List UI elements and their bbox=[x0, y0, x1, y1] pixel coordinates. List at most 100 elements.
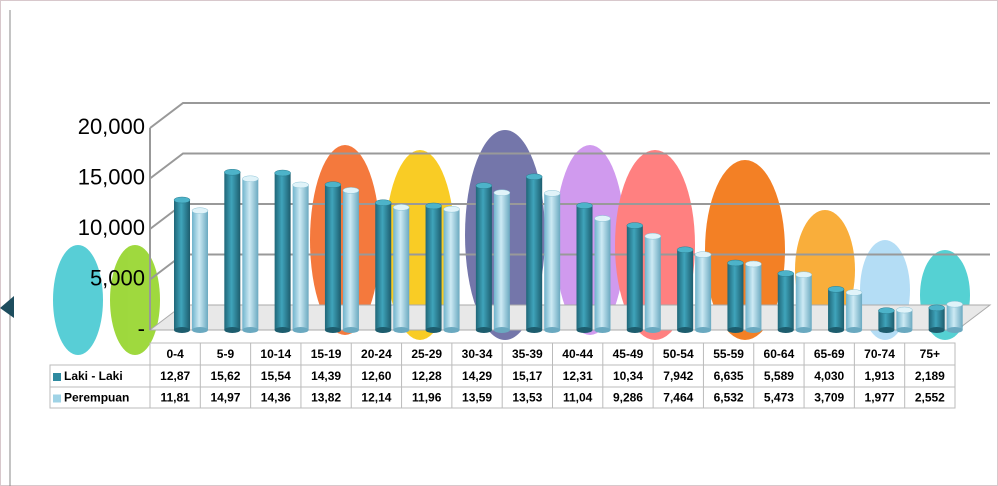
grid-line bbox=[149, 102, 990, 129]
value-label: 9,286 bbox=[613, 391, 643, 405]
category-label: 10-14 bbox=[260, 347, 291, 361]
bar bbox=[292, 184, 309, 330]
bar bbox=[828, 289, 845, 330]
bar bbox=[928, 307, 945, 330]
category-label: 50-54 bbox=[663, 347, 694, 361]
y-tick-label: - bbox=[138, 316, 145, 341]
category-label: 45-49 bbox=[613, 347, 644, 361]
bar-base bbox=[242, 327, 259, 333]
bar bbox=[393, 207, 410, 330]
bar-top bbox=[173, 196, 191, 204]
bar-base bbox=[393, 327, 410, 333]
value-label: 13,82 bbox=[311, 391, 341, 405]
bar bbox=[644, 236, 661, 330]
value-label: 12,87 bbox=[160, 369, 190, 383]
category-label: 35-39 bbox=[512, 347, 543, 361]
bar-top bbox=[878, 307, 895, 314]
bar-base bbox=[946, 327, 963, 333]
bar-top bbox=[795, 271, 812, 278]
bar bbox=[375, 202, 392, 330]
value-label: 1,977 bbox=[865, 391, 895, 405]
bar-base bbox=[274, 327, 291, 333]
value-label: 12,14 bbox=[361, 391, 391, 405]
bar-top bbox=[928, 304, 945, 312]
bar-base bbox=[626, 327, 643, 333]
bar-top bbox=[543, 190, 561, 197]
bar-top bbox=[694, 251, 712, 258]
bar-base bbox=[695, 327, 712, 333]
value-label: 14,29 bbox=[462, 369, 492, 383]
value-label: 5,473 bbox=[764, 391, 794, 405]
bar-base bbox=[677, 327, 694, 333]
bar bbox=[777, 273, 794, 330]
category-label: 0-4 bbox=[166, 347, 184, 361]
bar bbox=[576, 205, 593, 330]
bar bbox=[594, 218, 611, 330]
value-label: 14,39 bbox=[311, 369, 341, 383]
bar bbox=[526, 176, 543, 330]
value-label: 13,59 bbox=[462, 391, 492, 405]
bar bbox=[274, 173, 291, 330]
bar-base bbox=[174, 327, 190, 333]
decoration bbox=[0, 296, 14, 318]
bar-base bbox=[425, 327, 442, 333]
value-label: 14,36 bbox=[261, 391, 291, 405]
value-label: 13,53 bbox=[512, 391, 542, 405]
bar-base bbox=[526, 327, 543, 333]
bar bbox=[242, 178, 259, 330]
value-label: 2,189 bbox=[915, 369, 945, 383]
bar bbox=[342, 190, 359, 330]
legend-label: Perempuan bbox=[64, 391, 129, 405]
value-label: 15,54 bbox=[261, 369, 291, 383]
bar bbox=[626, 225, 643, 330]
bar-top bbox=[576, 202, 593, 209]
bar-top bbox=[292, 181, 309, 189]
bar bbox=[425, 205, 442, 330]
value-label: 4,030 bbox=[814, 369, 844, 383]
bar bbox=[443, 209, 460, 330]
bar-base bbox=[493, 327, 510, 333]
value-label: 14,97 bbox=[210, 391, 240, 405]
value-label: 15,62 bbox=[210, 369, 240, 383]
bar-top bbox=[676, 246, 694, 254]
value-label: 1,913 bbox=[865, 369, 895, 383]
category-label: 55-59 bbox=[713, 347, 744, 361]
bar-top bbox=[745, 260, 762, 268]
bar-top bbox=[274, 169, 291, 177]
bar bbox=[846, 292, 863, 330]
category-label: 65-69 bbox=[814, 347, 845, 361]
bar-top bbox=[242, 175, 259, 183]
value-label: 7,464 bbox=[663, 391, 693, 405]
bar bbox=[878, 310, 895, 330]
bar-base bbox=[192, 327, 208, 333]
bar bbox=[727, 262, 744, 330]
bar-top bbox=[375, 199, 392, 206]
bar bbox=[324, 184, 341, 330]
bar-base bbox=[576, 327, 593, 333]
y-tick-label: 15,000 bbox=[78, 164, 145, 189]
y-tick-label: 5,000 bbox=[90, 265, 145, 290]
bar bbox=[677, 249, 694, 330]
value-label: 12,60 bbox=[361, 369, 391, 383]
bar-top bbox=[845, 289, 863, 296]
bar-base bbox=[443, 327, 460, 333]
grid-line bbox=[149, 152, 990, 180]
bar-base bbox=[777, 327, 794, 333]
bar-top bbox=[827, 286, 845, 293]
bar bbox=[493, 192, 510, 330]
bar-top bbox=[475, 182, 493, 189]
bar-top bbox=[594, 215, 611, 222]
value-label: 10,34 bbox=[613, 369, 643, 383]
category-label: 70-74 bbox=[864, 347, 895, 361]
bar bbox=[695, 254, 712, 330]
category-label: 60-64 bbox=[764, 347, 795, 361]
bar-base bbox=[795, 327, 812, 333]
bar bbox=[174, 200, 190, 330]
bar bbox=[745, 264, 762, 330]
bar-base bbox=[896, 327, 913, 333]
value-label: 11,96 bbox=[412, 391, 442, 405]
bar-base bbox=[745, 327, 762, 333]
bar-top bbox=[644, 232, 662, 240]
value-label: 2,552 bbox=[915, 391, 945, 405]
